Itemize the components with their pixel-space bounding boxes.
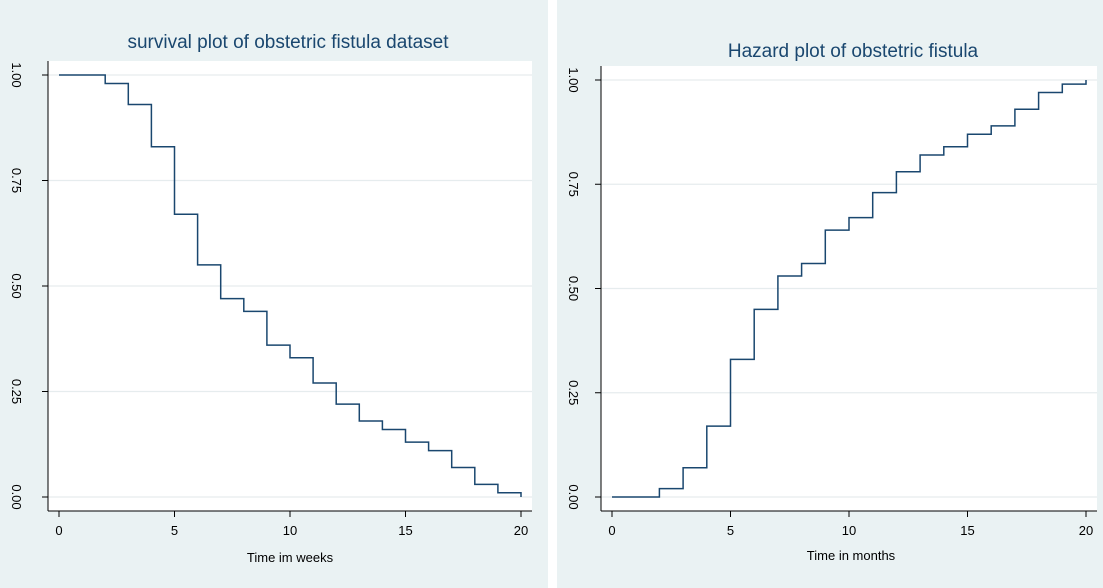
- y-tick-label: 0.25: [9, 379, 24, 404]
- chart-title: survival plot of obstetric fistula datas…: [127, 32, 449, 53]
- x-tick-label: 10: [842, 523, 856, 538]
- y-tick-label: 0.75: [566, 172, 581, 197]
- survival-plot-panel: survival plot of obstetric fistula datas…: [0, 0, 548, 588]
- x-axis-title: Time in months: [807, 548, 896, 563]
- x-tick-label: 15: [960, 523, 974, 538]
- x-tick-label: 20: [1079, 523, 1093, 538]
- y-tick-label: 1.00: [566, 67, 581, 92]
- x-tick-label: 5: [171, 523, 178, 538]
- x-tick-label: 10: [283, 523, 297, 538]
- x-tick-label: 5: [727, 523, 734, 538]
- x-tick-label: 0: [55, 523, 62, 538]
- y-tick-label: 0.50: [566, 276, 581, 301]
- survival-plot: survival plot of obstetric fistula datas…: [9, 32, 532, 565]
- y-tick-label: 0.00: [566, 484, 581, 509]
- y-tick-label: 0.75: [9, 168, 24, 193]
- y-tick-label: 0.50: [9, 273, 24, 298]
- x-axis-title: Time im weeks: [247, 550, 334, 565]
- x-tick-label: 15: [398, 523, 412, 538]
- y-tick-label: 0.25: [566, 380, 581, 405]
- hazard-plot: Hazard plot of obstetric fistula 0.00 0.25…: [566, 41, 1097, 563]
- y-tick-label: 1.00: [9, 62, 24, 87]
- hazard-plot-panel: Hazard plot of obstetric fistula 0.00 0.25…: [557, 0, 1103, 588]
- series-step-line: [59, 74, 522, 497]
- x-tick-label: 0: [608, 523, 615, 538]
- x-tick-label: 20: [514, 523, 528, 538]
- y-tick-label: 0.00: [9, 484, 24, 509]
- series-step-line: [612, 80, 1087, 498]
- chart-title: Hazard plot of obstetric fistula: [728, 41, 979, 62]
